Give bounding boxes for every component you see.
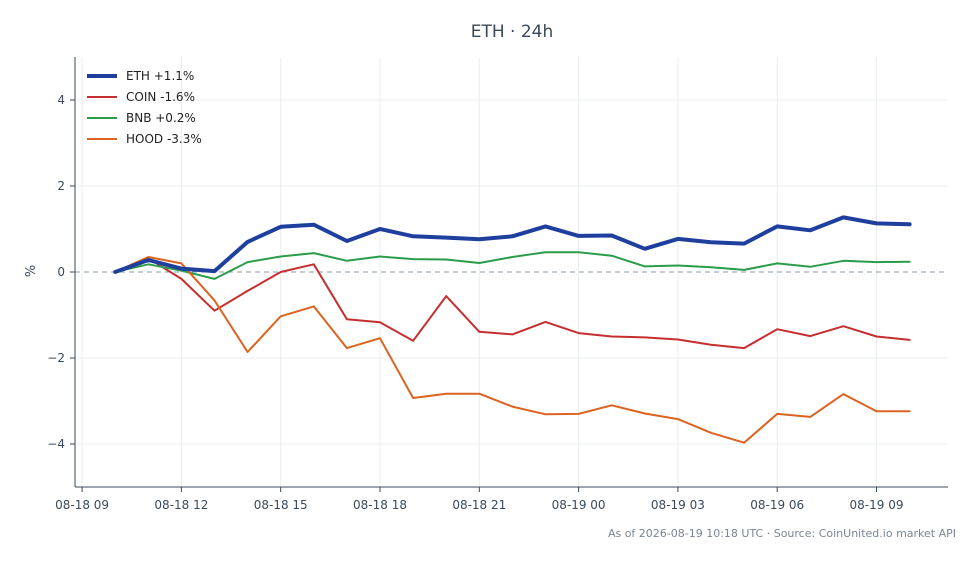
y-tick-label: 4	[57, 93, 65, 107]
x-tick-label: 08-19 00	[552, 498, 606, 512]
x-tick-label: 08-18 15	[254, 498, 308, 512]
x-tick-label: 08-19 03	[651, 498, 705, 512]
x-tick-label: 08-18 12	[154, 498, 208, 512]
series-line-hood	[114, 256, 911, 444]
legend-label-eth: ETH +1.1%	[126, 69, 194, 83]
y-tick-label: −4	[47, 437, 65, 451]
x-tick-label: 08-18 18	[353, 498, 407, 512]
y-tick-label: 2	[57, 179, 65, 193]
y-ticks: 4 2 0 −2 −4	[47, 93, 75, 451]
x-tick-label: 08-18 09	[55, 498, 109, 512]
legend-label-bnb: BNB +0.2%	[126, 111, 196, 125]
x-tick-label: 08-19 06	[750, 498, 804, 512]
series-line-coin	[114, 257, 911, 350]
series-line-eth	[113, 215, 912, 274]
legend-label-hood: HOOD -3.3%	[126, 132, 202, 146]
x-ticks: 08-18 09 08-18 12 08-18 15 08-18 18 08-18 21…	[55, 487, 903, 512]
series-line-bnb	[114, 251, 911, 280]
legend: ETH +1.1% COIN -1.6% BNB +0.2% HOOD -3.3%	[87, 69, 202, 146]
legend-label-coin: COIN -1.6%	[126, 90, 195, 104]
y-axis-label: %	[24, 265, 39, 277]
x-tick-label: 08-19 09	[850, 498, 904, 512]
series-lines	[113, 215, 912, 444]
y-tick-label: −2	[47, 351, 65, 365]
chart-title: ETH · 24h	[471, 22, 554, 42]
x-tick-label: 08-18 21	[452, 498, 506, 512]
footer-source: As of 2026-08-19 10:18 UTC · Source: Coi…	[608, 527, 956, 540]
y-tick-label: 0	[57, 265, 65, 279]
